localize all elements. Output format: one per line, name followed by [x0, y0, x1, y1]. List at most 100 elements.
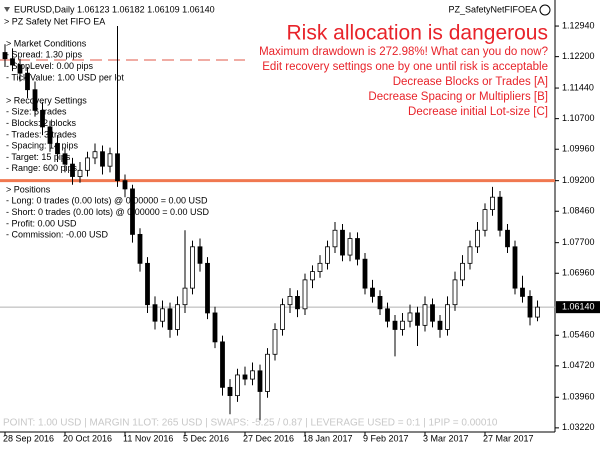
- candle-body: [385, 308, 390, 322]
- candle-body: [92, 151, 98, 159]
- candle-body: [235, 374, 240, 397]
- ea-name: PZ_SafetyNetFIFOEA: [448, 4, 537, 14]
- candle-body: [227, 386, 233, 397]
- candle-body: [437, 320, 443, 330]
- panel-item: - Long: 0 trades (0.00 lots) @ 0.00000 =…: [6, 196, 208, 206]
- candle-body: [347, 238, 353, 256]
- candle-body: [182, 287, 188, 306]
- y-tick-label: 1.03960: [562, 392, 595, 402]
- x-tick-label: 28 Sep 2016: [3, 433, 54, 443]
- candle-body: [2, 52, 8, 60]
- y-tick-label: 1.04720: [562, 360, 595, 370]
- candle-body: [70, 163, 75, 177]
- x-tick-label: 11 Nov 2016: [123, 433, 173, 443]
- y-tick-label: 1.12200: [562, 51, 595, 61]
- candle-body: [130, 188, 135, 235]
- candle-body: [205, 262, 210, 314]
- candle-body: [482, 209, 488, 231]
- candle-body: [430, 304, 435, 322]
- y-tick-label: 1.08460: [562, 206, 595, 216]
- candle-body: [467, 246, 473, 264]
- candle-body: [512, 246, 518, 289]
- candle-body: [250, 370, 255, 380]
- panel-heading: > Market Conditions: [6, 38, 87, 48]
- y-tick-label: 1.11440: [562, 82, 594, 92]
- candle-body: [332, 229, 338, 248]
- candle-body: [310, 271, 315, 281]
- y-tick-label: 1.10700: [562, 113, 595, 123]
- y-tick-label: 1.07700: [562, 237, 595, 247]
- candle-body: [340, 229, 345, 256]
- y-tick-label: 1.05460: [562, 330, 595, 340]
- panel-item: - StopLevel: 0.00 pips: [6, 61, 94, 71]
- candle-body: [287, 296, 293, 306]
- panel-item: - Range: 600 pips: [6, 163, 78, 173]
- candle-body: [220, 341, 225, 388]
- x-tick-label: 27 Dec 2016: [243, 433, 294, 443]
- y-tick-label: 1.09200: [562, 175, 595, 185]
- candle-body: [85, 157, 90, 171]
- y-tick-label: 1.06960: [562, 268, 595, 278]
- candle-body: [392, 320, 398, 330]
- candle-body: [265, 353, 270, 392]
- alert-line: Maximum drawdown is 272.98%! What can yo…: [259, 46, 548, 58]
- candle-body: [355, 238, 360, 260]
- panel-heading: > Positions: [6, 184, 51, 194]
- footer-info: POINT: 1.00 USD | MARGIN 1LOT: 265 USD |…: [3, 418, 498, 429]
- candle-body: [62, 153, 68, 165]
- candle-body: [527, 296, 533, 318]
- panel-item: - Profit: 0.00 USD: [6, 218, 77, 228]
- panel-item: - Target: 15 pips: [6, 152, 71, 162]
- candle-body: [160, 308, 165, 322]
- panel-item: - Commission: -0.00 USD: [6, 230, 109, 240]
- x-tick-label: 9 Feb 2017: [363, 433, 409, 443]
- symbol-icon: [4, 7, 10, 12]
- candle-body: [137, 233, 143, 264]
- candle-body: [505, 229, 510, 248]
- candle-body: [197, 246, 203, 264]
- candle-body: [152, 304, 158, 322]
- alert-title: Risk allocation is dangerous: [287, 22, 548, 45]
- candle-body: [25, 72, 30, 91]
- panel-item: - Trades: 3 trades: [6, 129, 77, 139]
- candle-body: [40, 109, 45, 128]
- candle-body: [167, 308, 173, 330]
- candle-body: [422, 304, 428, 326]
- candle-body: [280, 304, 285, 330]
- x-tick-label: 27 Mar 2017: [483, 433, 534, 443]
- last-price-label: 1.06140: [562, 302, 595, 312]
- candle-body: [10, 58, 15, 66]
- symbol-line: EURUSD,Daily 1.06123 1.06182 1.06109 1.0…: [14, 4, 215, 14]
- candle-body: [452, 279, 458, 306]
- ea-line: > PZ Safety Net FIFO EA: [4, 16, 105, 26]
- candle-body: [317, 262, 323, 273]
- x-tick-label: 3 Mar 2017: [423, 433, 469, 443]
- panel-item: - Tick Value: 1.00 USD per lot: [6, 72, 124, 82]
- last-price-box: [556, 301, 600, 314]
- x-tick-label: 5 Dec 2016: [183, 433, 229, 443]
- candle-body: [272, 329, 278, 355]
- candle-body: [377, 296, 383, 310]
- panel-item: - Short: 0 trades (0.00 lots) @ 0.00000 …: [6, 207, 209, 217]
- alert-line: Edit recovery settings one by one until …: [262, 61, 548, 73]
- y-tick-label: 1.09960: [562, 144, 595, 154]
- candle-body: [242, 374, 248, 380]
- candle-body: [212, 312, 218, 343]
- candle-body: [17, 64, 23, 74]
- candle-body: [490, 196, 495, 210]
- candle-body: [122, 180, 128, 190]
- candle-body: [55, 143, 60, 155]
- candle-body: [100, 151, 105, 167]
- panel-item: - Spread: 1.30 pips: [6, 50, 83, 60]
- candle-body: [115, 153, 120, 182]
- candle-body: [370, 287, 375, 297]
- candle-body: [295, 296, 300, 310]
- candle-body: [145, 262, 150, 306]
- alert-line: Decrease initial Lot-size [C]: [408, 106, 548, 118]
- candle-body: [475, 229, 480, 248]
- y-tick-label: 1.03220: [562, 422, 595, 432]
- candle-body: [325, 246, 330, 264]
- panel-item: - Size: 6 trades: [6, 107, 67, 117]
- candle-body: [497, 196, 503, 231]
